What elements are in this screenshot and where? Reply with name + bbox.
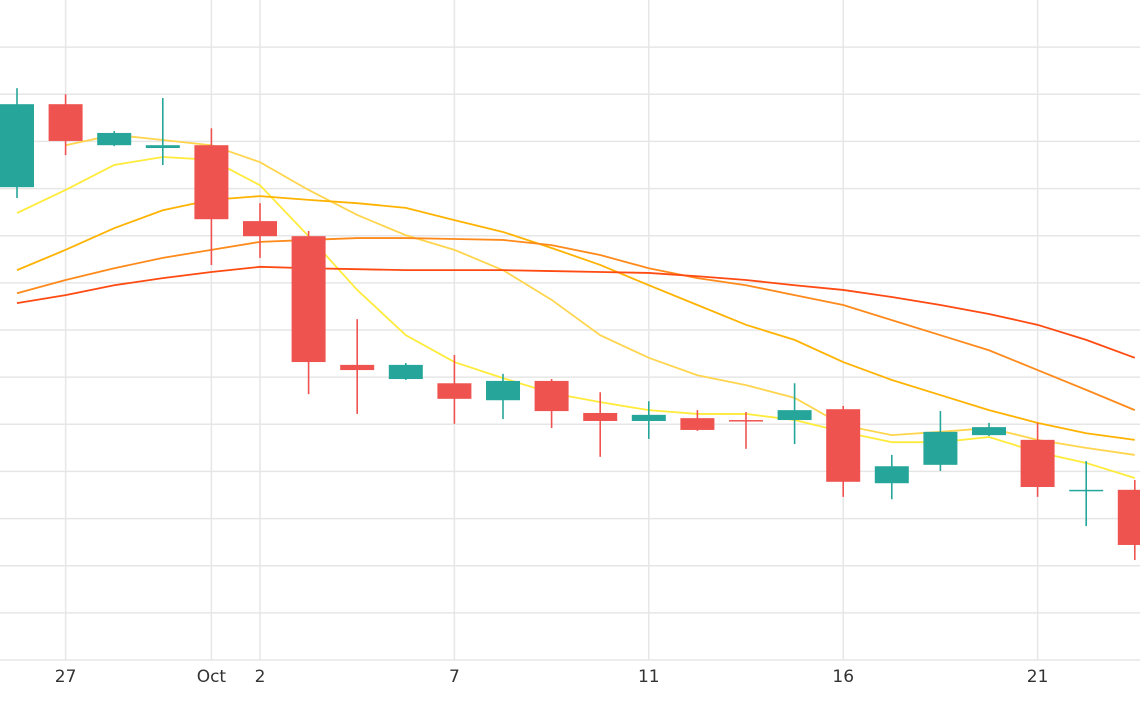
candle-body	[631, 414, 666, 421]
x-tick-label: 21	[1027, 667, 1049, 687]
x-tick-label: Oct	[197, 667, 227, 687]
moving-average-line	[65, 133, 1135, 456]
candle-body	[48, 104, 83, 141]
x-tick-label: 2	[255, 667, 266, 687]
moving-average-line	[16, 265, 1136, 359]
moving-average-line	[16, 237, 1136, 411]
candle-body	[291, 236, 326, 363]
candle-body	[97, 132, 132, 146]
candle-body	[145, 145, 180, 149]
candle-body	[437, 383, 472, 399]
candle-body	[972, 427, 1006, 436]
candle-body	[923, 431, 958, 465]
candle-body	[777, 410, 812, 421]
x-tick-label: 16	[832, 667, 854, 687]
candle-body	[680, 418, 715, 430]
candle-body	[1117, 489, 1140, 545]
candle-body	[388, 364, 423, 380]
x-tick-label: 27	[55, 667, 77, 687]
x-tick-label: 7	[449, 667, 460, 687]
candle-body	[194, 145, 229, 220]
candle-body	[534, 380, 569, 412]
candle-body	[729, 420, 763, 422]
x-tick-label: 11	[638, 667, 660, 687]
candle-body	[583, 412, 618, 421]
candle-body	[243, 221, 277, 237]
candle-body	[486, 380, 520, 401]
candle-body	[340, 364, 375, 371]
candle-body	[874, 466, 909, 484]
candle-body	[826, 409, 861, 482]
candle-body	[1069, 489, 1104, 492]
candle-body	[1020, 439, 1055, 487]
candle-body	[0, 104, 34, 188]
